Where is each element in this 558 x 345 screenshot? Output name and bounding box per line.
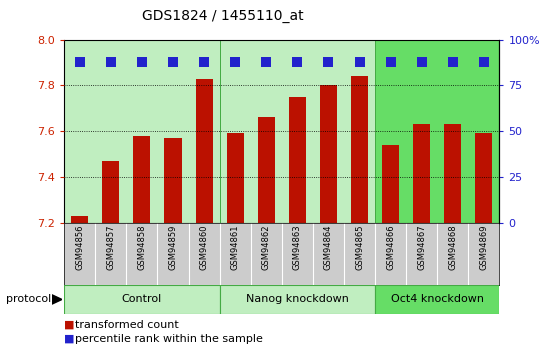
Text: GSM94857: GSM94857 xyxy=(107,224,116,270)
Point xyxy=(262,59,271,65)
Bar xyxy=(375,40,499,223)
Text: GSM94862: GSM94862 xyxy=(262,224,271,270)
Text: GSM94868: GSM94868 xyxy=(448,224,457,270)
Text: Oct4 knockdown: Oct4 knockdown xyxy=(391,294,484,304)
Bar xyxy=(64,285,220,314)
Point xyxy=(107,59,116,65)
Text: ■: ■ xyxy=(64,334,75,344)
Bar xyxy=(375,285,499,314)
Point xyxy=(137,59,146,65)
Point xyxy=(417,59,426,65)
Text: percentile rank within the sample: percentile rank within the sample xyxy=(75,334,263,344)
Point xyxy=(448,59,457,65)
Bar xyxy=(64,40,220,223)
Bar xyxy=(195,79,213,223)
Bar xyxy=(351,76,368,223)
Bar xyxy=(227,134,244,223)
Text: protocol: protocol xyxy=(6,295,51,304)
Text: GSM94859: GSM94859 xyxy=(169,224,177,270)
Bar xyxy=(382,145,399,223)
Text: GSM94866: GSM94866 xyxy=(386,224,395,270)
Point xyxy=(386,59,395,65)
Text: Nanog knockdown: Nanog knockdown xyxy=(246,294,349,304)
Text: GSM94861: GSM94861 xyxy=(230,224,239,270)
Text: GSM94864: GSM94864 xyxy=(324,224,333,270)
Bar xyxy=(133,136,151,223)
Text: GSM94860: GSM94860 xyxy=(200,224,209,270)
Point xyxy=(324,59,333,65)
Bar xyxy=(289,97,306,223)
Bar xyxy=(320,86,337,223)
Polygon shape xyxy=(52,295,62,304)
Bar xyxy=(413,124,430,223)
Point xyxy=(75,59,84,65)
Text: GSM94865: GSM94865 xyxy=(355,224,364,270)
Text: GSM94869: GSM94869 xyxy=(479,224,488,270)
Text: GSM94856: GSM94856 xyxy=(75,224,84,270)
Text: GSM94858: GSM94858 xyxy=(137,224,146,270)
Bar xyxy=(71,216,88,223)
Text: ■: ■ xyxy=(64,320,75,330)
Bar xyxy=(102,161,119,223)
Bar xyxy=(475,134,492,223)
Point xyxy=(230,59,239,65)
Text: GSM94867: GSM94867 xyxy=(417,224,426,270)
Bar xyxy=(444,124,461,223)
Bar xyxy=(165,138,181,223)
Text: GDS1824 / 1455110_at: GDS1824 / 1455110_at xyxy=(142,9,304,23)
Text: GSM94863: GSM94863 xyxy=(293,224,302,270)
Point xyxy=(200,59,209,65)
Point xyxy=(479,59,488,65)
Bar xyxy=(220,40,375,223)
Text: transformed count: transformed count xyxy=(75,320,179,330)
Bar xyxy=(220,285,375,314)
Point xyxy=(293,59,302,65)
Bar xyxy=(258,117,275,223)
Text: Control: Control xyxy=(122,294,162,304)
Point xyxy=(355,59,364,65)
Point xyxy=(169,59,177,65)
